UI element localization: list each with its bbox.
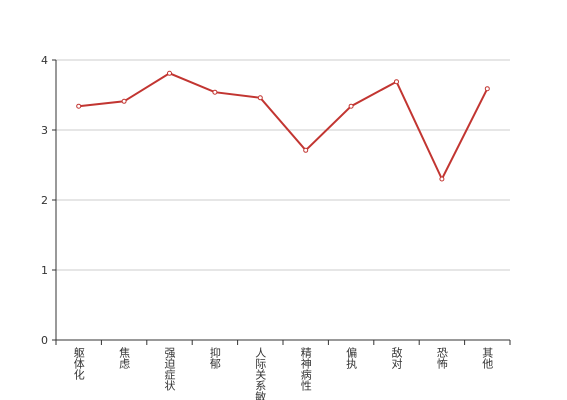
data-point: [348, 103, 354, 109]
data-point: [167, 70, 172, 76]
data-point: [303, 147, 309, 153]
x-tick-label: 焦虑: [118, 347, 131, 369]
x-tick-label: 抑郁: [208, 346, 221, 369]
data-point: [121, 98, 127, 104]
y-tick-label: 1: [41, 264, 48, 277]
y-tick-label: 4: [41, 54, 48, 67]
data-point: [484, 86, 490, 92]
x-tick-label: 强迫症状: [163, 347, 176, 391]
x-tick-label: 偏执: [345, 346, 358, 370]
x-tick-label: 人际关系敏感: [254, 347, 267, 400]
data-point: [257, 95, 263, 101]
y-tick-label: 0: [41, 334, 48, 347]
x-tick-label: 其他: [481, 347, 494, 369]
x-tick-label: 精神病性: [299, 347, 312, 392]
y-tick-label: 2: [41, 194, 48, 207]
x-tick-label: 敌对: [390, 346, 403, 369]
data-point: [76, 103, 82, 109]
x-tick-label: 恐怖: [435, 347, 448, 369]
data-line: [78, 72, 489, 182]
data-point: [394, 79, 399, 85]
data-point: [212, 89, 218, 95]
y-tick-label: 3: [41, 124, 48, 137]
x-tick-label: 躯体化: [72, 347, 85, 381]
data-point: [439, 176, 445, 182]
